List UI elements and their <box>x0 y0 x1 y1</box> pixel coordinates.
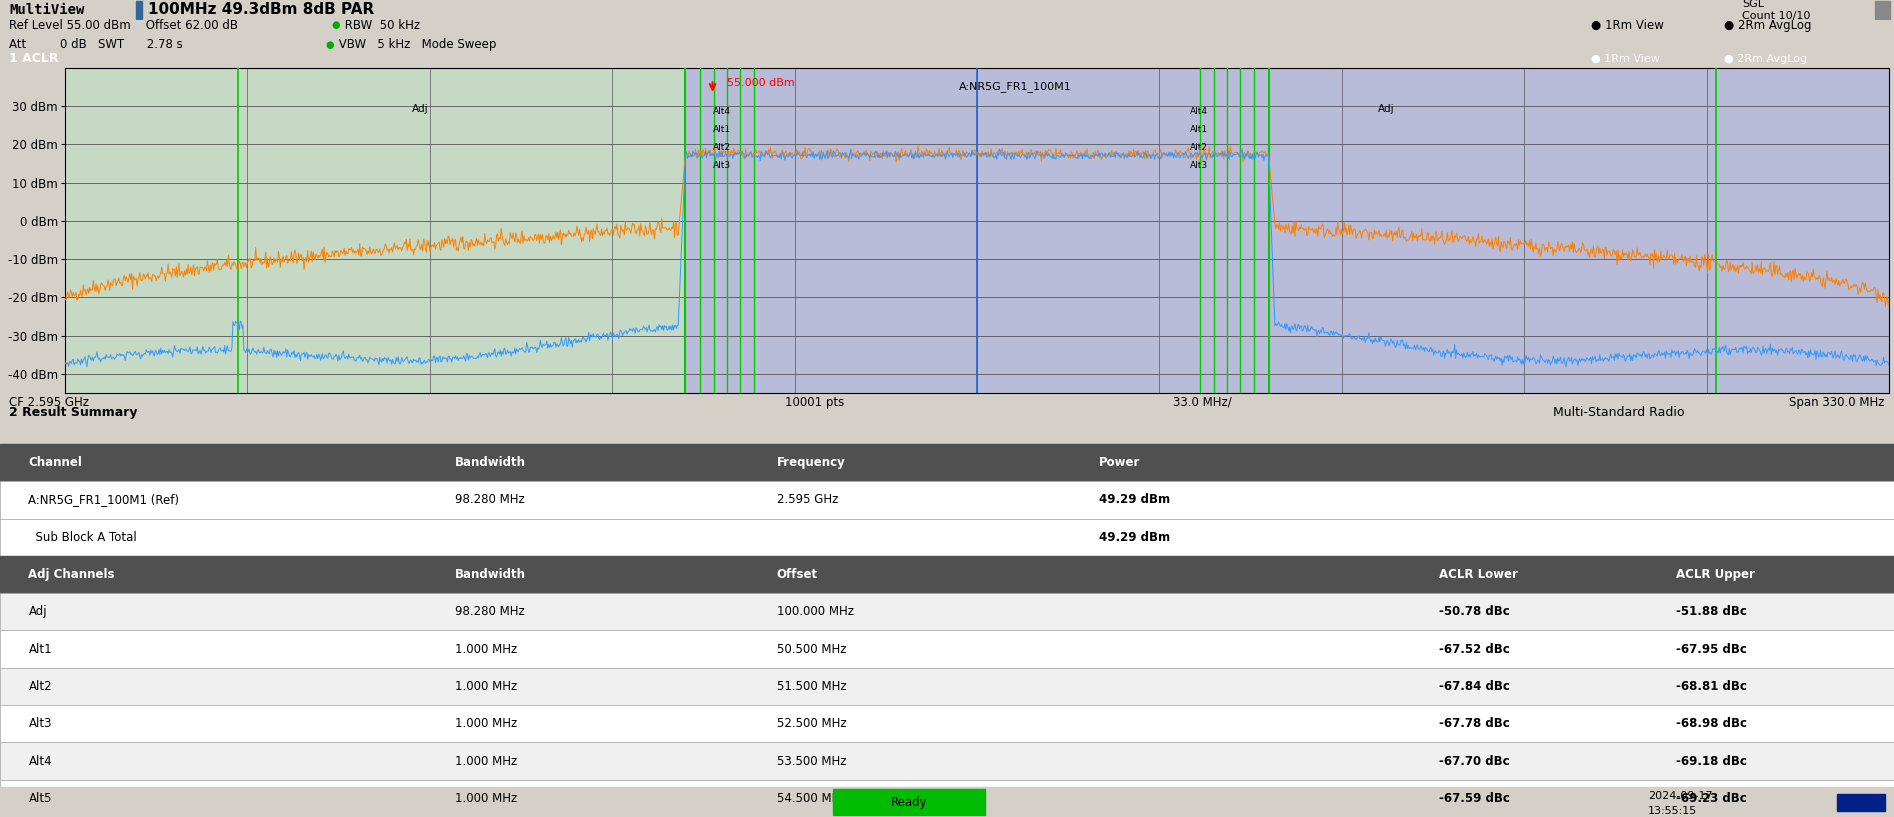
Text: SGL: SGL <box>1742 0 1765 9</box>
Bar <box>64 68 686 393</box>
Text: Adj Channels: Adj Channels <box>28 568 116 581</box>
Text: -67.78 dBc: -67.78 dBc <box>1439 717 1510 730</box>
Text: 55.000 dBm: 55.000 dBm <box>727 78 795 88</box>
Bar <box>0 705 1894 743</box>
Bar <box>0 631 1894 667</box>
Text: -67.84 dBc: -67.84 dBc <box>1439 680 1510 693</box>
Text: -67.59 dBc: -67.59 dBc <box>1439 792 1510 805</box>
Text: ●: ● <box>331 20 339 30</box>
Text: Frequency: Frequency <box>777 456 845 469</box>
Text: 13:55:15: 13:55:15 <box>1648 806 1697 816</box>
Text: Power: Power <box>1099 456 1140 469</box>
Text: Adj: Adj <box>28 605 47 618</box>
Text: 1.000 MHz: 1.000 MHz <box>455 643 517 655</box>
Text: Count 10/10: Count 10/10 <box>1742 11 1811 21</box>
Bar <box>0 593 1894 631</box>
Text: -50.78 dBc: -50.78 dBc <box>1439 605 1510 618</box>
Text: 2.595 GHz: 2.595 GHz <box>777 493 837 507</box>
Text: Multi-Standard Radio: Multi-Standard Radio <box>1553 406 1684 419</box>
Bar <box>0 667 1894 705</box>
Text: VBW   5 kHz   Mode Sweep: VBW 5 kHz Mode Sweep <box>335 38 496 51</box>
Text: -69.18 dBc: -69.18 dBc <box>1676 755 1746 767</box>
Text: -69.23 dBc: -69.23 dBc <box>1676 792 1746 805</box>
Text: Sub Block A Total: Sub Block A Total <box>28 531 136 543</box>
Text: 51.500 MHz: 51.500 MHz <box>777 680 847 693</box>
Text: 52.500 MHz: 52.500 MHz <box>777 717 847 730</box>
Text: RBW  50 kHz: RBW 50 kHz <box>341 19 420 32</box>
Text: Alt5: Alt5 <box>28 792 51 805</box>
Text: ● 1Rm View: ● 1Rm View <box>1591 54 1659 64</box>
Bar <box>0 481 1894 519</box>
Text: 100MHz 49.3dBm 8dB PAR: 100MHz 49.3dBm 8dB PAR <box>148 2 373 17</box>
Bar <box>1269 68 1888 393</box>
Text: ● 2Rm AvgLog: ● 2Rm AvgLog <box>1724 19 1811 32</box>
Text: Alt4: Alt4 <box>712 107 731 116</box>
Text: CF 2.595 GHz: CF 2.595 GHz <box>9 395 89 408</box>
Text: Alt1: Alt1 <box>1191 125 1208 134</box>
Bar <box>1837 793 1885 810</box>
Text: Alt1: Alt1 <box>712 125 731 134</box>
Text: Channel: Channel <box>28 456 81 469</box>
Text: 98.280 MHz: 98.280 MHz <box>455 493 525 507</box>
Text: Bandwidth: Bandwidth <box>455 568 525 581</box>
Text: 1 ACLR: 1 ACLR <box>9 52 59 65</box>
Text: 33.0 MHz/: 33.0 MHz/ <box>1172 395 1233 408</box>
Bar <box>1875 1 1890 19</box>
Text: ●: ● <box>326 39 333 50</box>
Text: Alt1: Alt1 <box>28 643 51 655</box>
Text: A:NR5G_FR1_100M1: A:NR5G_FR1_100M1 <box>958 81 1072 92</box>
Text: -51.88 dBc: -51.88 dBc <box>1676 605 1746 618</box>
Text: Alt3: Alt3 <box>1191 161 1208 170</box>
Text: Alt3: Alt3 <box>28 717 51 730</box>
Text: 100.000 MHz: 100.000 MHz <box>777 605 854 618</box>
Text: 1.000 MHz: 1.000 MHz <box>455 680 517 693</box>
Text: Span 330.0 MHz: Span 330.0 MHz <box>1790 395 1885 408</box>
Text: Alt2: Alt2 <box>1191 143 1208 152</box>
Text: Adj: Adj <box>411 104 428 114</box>
Text: 1.000 MHz: 1.000 MHz <box>455 792 517 805</box>
Text: Ref Level 55.00 dBm    Offset 62.00 dB: Ref Level 55.00 dBm Offset 62.00 dB <box>9 19 239 32</box>
Bar <box>686 68 1269 393</box>
Text: -68.81 dBc: -68.81 dBc <box>1676 680 1746 693</box>
Text: Alt4: Alt4 <box>1191 107 1208 116</box>
Text: 1.000 MHz: 1.000 MHz <box>455 755 517 767</box>
Text: Alt3: Alt3 <box>712 161 731 170</box>
Text: 50.500 MHz: 50.500 MHz <box>777 643 847 655</box>
Text: 49.29 dBm: 49.29 dBm <box>1099 493 1170 507</box>
Text: MultiView: MultiView <box>9 3 85 17</box>
Text: -68.98 dBc: -68.98 dBc <box>1676 717 1746 730</box>
Bar <box>0 779 1894 817</box>
Text: Adj: Adj <box>1379 104 1394 114</box>
Text: Offset: Offset <box>777 568 818 581</box>
Text: Alt2: Alt2 <box>712 143 731 152</box>
Text: 1.000 MHz: 1.000 MHz <box>455 717 517 730</box>
Text: 2024-09-17: 2024-09-17 <box>1648 791 1712 801</box>
Text: Att         0 dB   SWT      2.78 s: Att 0 dB SWT 2.78 s <box>9 38 184 51</box>
Text: 53.500 MHz: 53.500 MHz <box>777 755 847 767</box>
Text: 54.500 MHz: 54.500 MHz <box>777 792 847 805</box>
Text: A:NR5G_FR1_100M1 (Ref): A:NR5G_FR1_100M1 (Ref) <box>28 493 180 507</box>
Bar <box>833 789 985 815</box>
Text: ACLR Lower: ACLR Lower <box>1439 568 1519 581</box>
Text: 10001 pts: 10001 pts <box>784 395 845 408</box>
Text: Bandwidth: Bandwidth <box>455 456 525 469</box>
Text: ACLR Upper: ACLR Upper <box>1676 568 1756 581</box>
Text: Alt4: Alt4 <box>28 755 51 767</box>
Text: ● 1Rm View: ● 1Rm View <box>1591 19 1663 32</box>
Text: ● 2Rm AvgLog: ● 2Rm AvgLog <box>1724 54 1807 64</box>
Text: 2 Result Summary: 2 Result Summary <box>9 406 138 419</box>
Bar <box>136 1 142 19</box>
Bar <box>0 788 1894 817</box>
Text: -67.70 dBc: -67.70 dBc <box>1439 755 1510 767</box>
Text: Alt2: Alt2 <box>28 680 51 693</box>
Text: 49.29 dBm: 49.29 dBm <box>1099 531 1170 543</box>
Bar <box>0 519 1894 556</box>
Text: Ready: Ready <box>890 796 928 809</box>
Bar <box>0 444 1894 481</box>
Text: -67.95 dBc: -67.95 dBc <box>1676 643 1746 655</box>
Text: -67.52 dBc: -67.52 dBc <box>1439 643 1510 655</box>
Text: 98.280 MHz: 98.280 MHz <box>455 605 525 618</box>
Bar <box>0 743 1894 779</box>
Bar <box>0 556 1894 593</box>
